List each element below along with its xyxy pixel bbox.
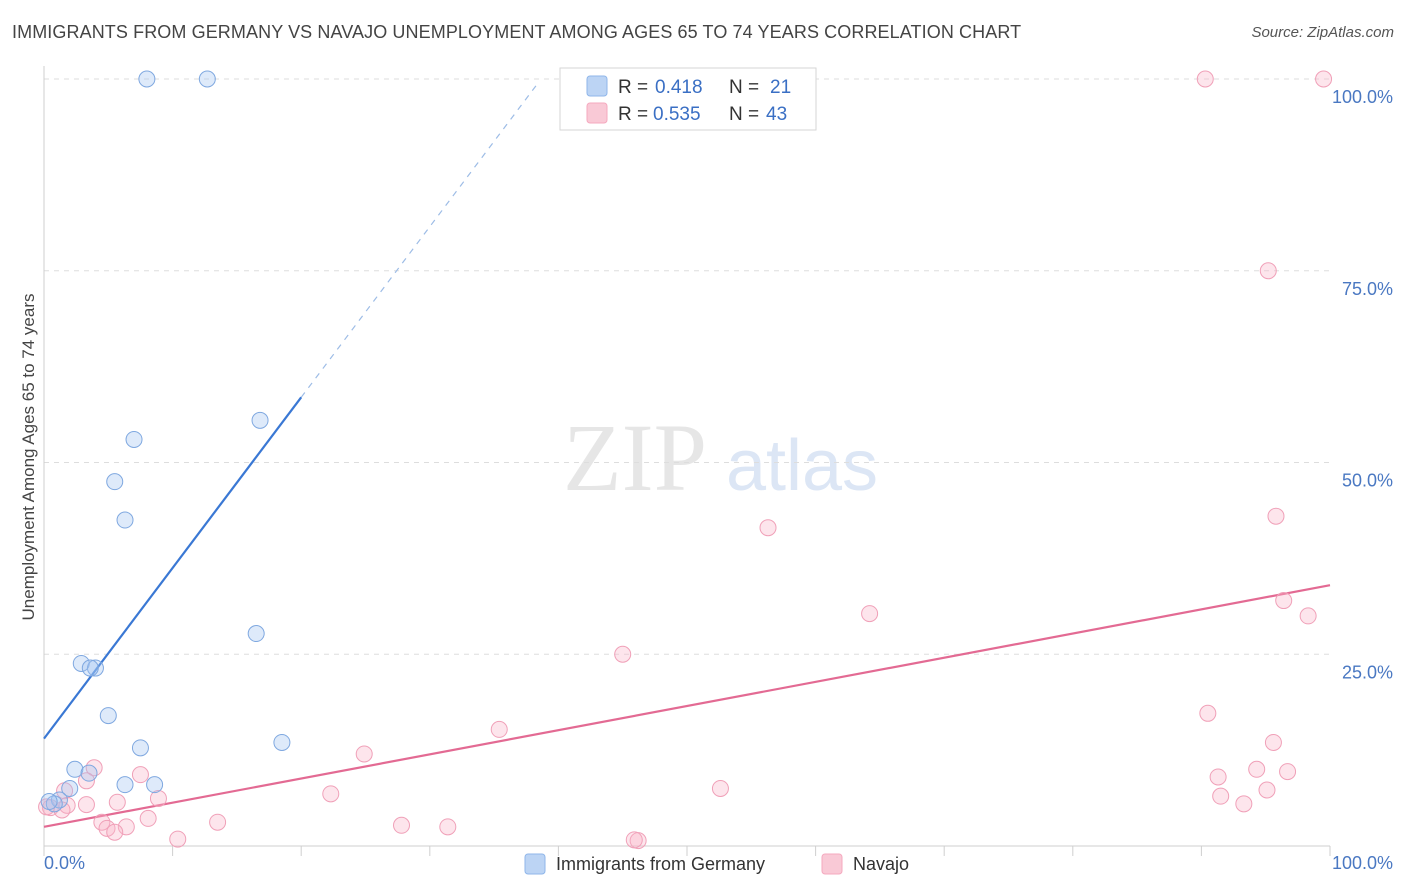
point-germany xyxy=(198,70,216,88)
point-navajo xyxy=(1196,70,1214,88)
watermark-zip: ZIP xyxy=(563,404,707,511)
trend-line-navajo xyxy=(43,584,1331,828)
legend-n-value-navajo: 43 xyxy=(766,104,787,125)
point-germany xyxy=(116,776,134,794)
point-germany xyxy=(81,659,99,677)
x-tick-label-min: 0.0% xyxy=(44,853,85,873)
point-navajo xyxy=(1267,507,1285,525)
point-navajo xyxy=(1235,795,1253,813)
trend-lines xyxy=(43,81,1331,828)
point-navajo xyxy=(711,779,729,797)
point-germany xyxy=(61,779,79,797)
point-navajo xyxy=(1259,262,1277,280)
point-navajo xyxy=(1212,787,1230,805)
x-tick-label-max: 100.0% xyxy=(1332,853,1393,873)
trend-line-germany-extrapolated xyxy=(300,81,540,398)
point-navajo xyxy=(614,645,632,663)
y-axis-label: Unemployment Among Ages 65 to 74 years xyxy=(19,294,38,621)
point-navajo xyxy=(393,816,411,834)
point-germany xyxy=(146,776,164,794)
bottom-legend-swatch-germany xyxy=(524,853,546,875)
legend-r-value-navajo: 0.535 xyxy=(653,104,701,125)
point-navajo xyxy=(1299,607,1317,625)
point-germany xyxy=(138,70,156,88)
point-navajo xyxy=(77,796,95,814)
point-germany xyxy=(40,793,58,811)
point-germany xyxy=(131,739,149,757)
point-navajo xyxy=(1315,70,1333,88)
legend-r-label-navajo: R = xyxy=(618,104,648,125)
point-navajo xyxy=(131,766,149,784)
point-navajo xyxy=(1264,733,1282,751)
point-navajo xyxy=(1248,760,1266,778)
legend-swatch-germany xyxy=(586,75,608,97)
point-navajo xyxy=(1209,768,1227,786)
point-navajo xyxy=(861,605,879,623)
point-germany xyxy=(106,473,124,491)
legend-r-value-germany: 0.418 xyxy=(655,77,703,98)
point-germany xyxy=(86,659,104,677)
chart-title: IMMIGRANTS FROM GERMANY VS NAVAJO UNEMPL… xyxy=(12,22,1022,42)
y-tick-label: 50.0% xyxy=(1342,471,1393,491)
legend-r-label-germany: R = xyxy=(618,77,648,98)
point-navajo xyxy=(106,823,124,841)
y-tick-label: 100.0% xyxy=(1332,87,1393,107)
trend-line-germany xyxy=(43,396,303,740)
stats-legend: R = 0.418 N = 21 R = 0.535 N = 43 xyxy=(559,67,817,131)
point-navajo xyxy=(322,785,340,803)
point-germany xyxy=(116,511,134,529)
point-navajo xyxy=(85,759,103,777)
bottom-legend-label-germany: Immigrants from Germany xyxy=(556,854,765,874)
point-navajo xyxy=(759,519,777,537)
chart-source: Source: ZipAtlas.com xyxy=(1251,24,1394,41)
point-navajo xyxy=(1258,781,1276,799)
bottom-legend-swatch-navajo xyxy=(821,853,843,875)
point-germany xyxy=(99,707,117,725)
point-navajo xyxy=(98,819,116,837)
point-germany xyxy=(247,625,265,643)
point-navajo xyxy=(355,745,373,763)
bottom-legend-label-navajo: Navajo xyxy=(853,854,909,874)
point-germany xyxy=(66,760,84,778)
watermark-atlas: atlas xyxy=(726,426,878,506)
legend-n-label-germany: N = xyxy=(729,77,759,98)
point-navajo xyxy=(108,793,126,811)
legend-n-value-germany: 21 xyxy=(770,77,791,98)
legend-n-label-navajo: N = xyxy=(729,104,759,125)
series-legend: Immigrants from Germany Navajo xyxy=(524,853,909,875)
y-tick-label: 75.0% xyxy=(1342,279,1393,299)
point-navajo xyxy=(209,813,227,831)
point-germany xyxy=(251,411,269,429)
axes xyxy=(43,66,1331,856)
legend-swatch-navajo xyxy=(586,102,608,124)
point-navajo xyxy=(169,830,187,848)
y-tick-label: 25.0% xyxy=(1342,662,1393,682)
y-tick-labels: 25.0% 50.0% 75.0% 100.0% xyxy=(1332,87,1393,682)
point-navajo xyxy=(139,809,157,827)
point-navajo xyxy=(439,818,457,836)
gridlines xyxy=(44,78,1330,655)
point-navajo xyxy=(625,831,643,849)
data-points xyxy=(38,70,1333,850)
point-germany xyxy=(125,430,143,448)
point-navajo xyxy=(490,720,508,738)
point-navajo xyxy=(1279,763,1297,781)
point-germany xyxy=(80,764,98,782)
point-navajo xyxy=(1275,592,1293,610)
point-germany xyxy=(273,733,291,751)
point-navajo xyxy=(149,789,167,807)
point-navajo xyxy=(1199,704,1217,722)
